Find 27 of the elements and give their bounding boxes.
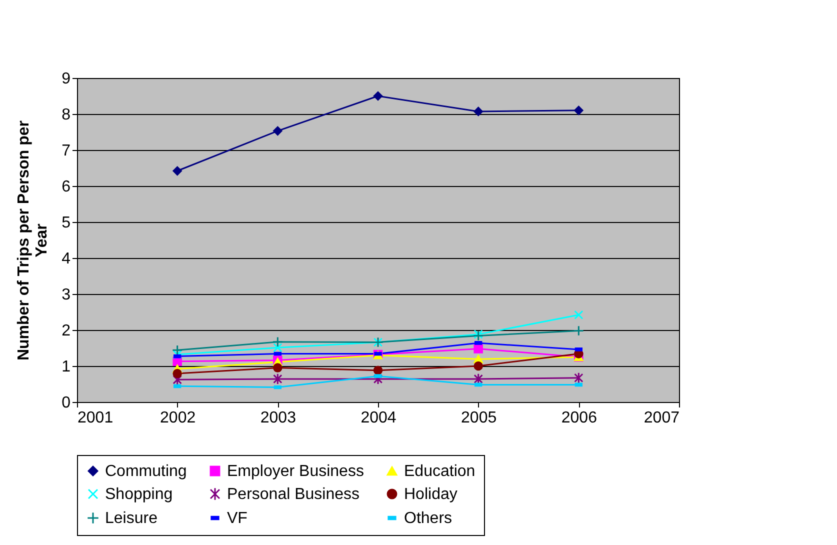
legend-label: Commuting <box>105 463 187 480</box>
x-tick-label: 2005 <box>461 410 497 426</box>
x-tick-label: 2003 <box>260 410 296 426</box>
legend-label: Personal Business <box>227 486 360 503</box>
x-tick-label: 2006 <box>561 410 598 426</box>
y-tick-label: 8 <box>62 106 71 124</box>
legend-label: Holiday <box>404 486 458 503</box>
y-tick-label: 6 <box>62 178 71 196</box>
x-tick-label: 2007 <box>644 410 680 426</box>
y-tick-label: 1 <box>62 358 71 376</box>
legend-label: Others <box>404 510 452 527</box>
y-tick-label: 2 <box>62 322 71 340</box>
x-tick-label: 2002 <box>160 410 196 426</box>
x-tick-label: 2004 <box>360 410 396 426</box>
legend-label: Leisure <box>105 510 158 527</box>
y-tick-label: 3 <box>62 286 71 304</box>
y-tick-label: 4 <box>62 250 71 268</box>
y-tick-label: 7 <box>62 142 71 160</box>
legend-label: Education <box>404 463 476 480</box>
legend-label: VF <box>227 510 248 527</box>
legend-label: Employer Business <box>227 463 364 480</box>
y-tick-label: 9 <box>62 70 71 88</box>
y-tick-label: 5 <box>62 214 71 232</box>
x-tick-label: 2001 <box>78 410 114 426</box>
legend-label: Shopping <box>105 486 173 503</box>
y-axis-title: Number of Trips per Person per Year <box>16 120 51 361</box>
y-tick-label: 0 <box>62 394 71 412</box>
